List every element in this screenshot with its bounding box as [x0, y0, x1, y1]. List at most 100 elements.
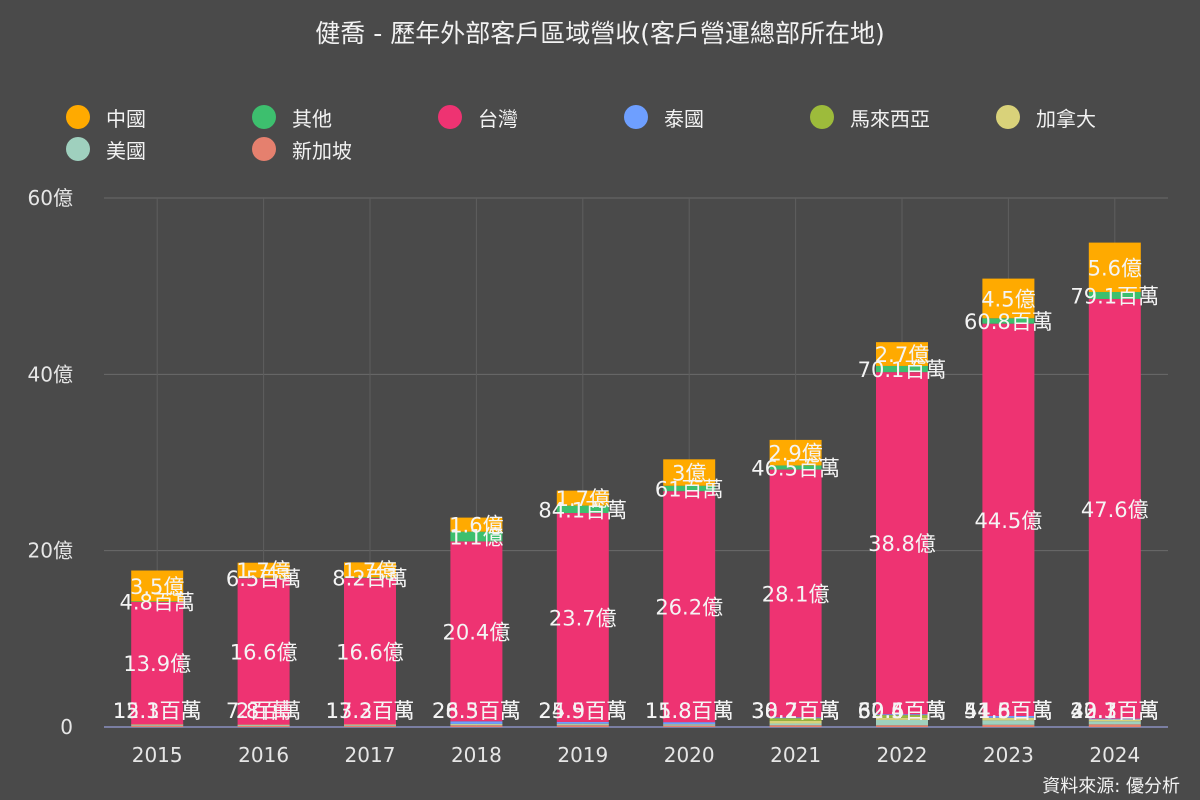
bar-segment: [1088, 724, 1141, 727]
bar-segment: [450, 724, 503, 726]
data-label: 15.1百萬: [113, 699, 202, 723]
x-tick-label: 2022: [877, 743, 928, 767]
bar-segment: [663, 485, 716, 492]
data-label: 40.3百萬: [1070, 699, 1159, 723]
data-label: 44.5億: [975, 509, 1043, 533]
x-tick-label: 2021: [770, 743, 821, 767]
legend-label: 美國: [106, 138, 146, 163]
x-tick-label: 2016: [238, 743, 289, 767]
bar-segment: [556, 725, 609, 727]
bar-segment: [344, 724, 396, 726]
legend-label: 其他: [292, 106, 332, 131]
data-label: 30.6百萬: [858, 699, 947, 723]
bar-segment: [131, 601, 184, 725]
data-label: 24.9百萬: [538, 699, 627, 723]
bar-segment: [876, 717, 928, 720]
data-label: 28.1億: [762, 582, 830, 606]
bar-segment: [982, 715, 1035, 718]
legend-item-thailand[interactable]: 泰國: [624, 104, 810, 131]
data-label: 6.5百萬: [226, 567, 301, 591]
data-label: 7.8百萬: [226, 699, 301, 723]
legend-label: 台灣: [478, 106, 518, 131]
bar-segment: [982, 720, 1035, 725]
legend-marker: [252, 105, 276, 129]
bar-segment: [982, 278, 1035, 319]
legend-item-canada[interactable]: 加拿大: [996, 104, 1182, 131]
legend-marker: [66, 137, 90, 161]
bar-segment: [876, 714, 928, 716]
data-label: 3.5億: [130, 575, 184, 599]
legend-item-singapore[interactable]: 新加坡: [252, 136, 438, 163]
x-tick-label: 2018: [451, 743, 502, 767]
data-label: 42.3百萬: [1070, 699, 1159, 723]
x-tick-label: 2023: [983, 743, 1034, 767]
data-label: 28.3百萬: [432, 699, 521, 723]
legend-marker: [624, 105, 648, 129]
bar-segment: [237, 724, 290, 726]
data-label: 17.3百萬: [326, 699, 415, 723]
data-label: 62.4百萬: [858, 699, 947, 723]
bar-segment: [876, 365, 928, 373]
legend-label: 泰國: [664, 106, 704, 131]
y-tick-label: 40億: [28, 362, 73, 386]
bar-segment: [663, 722, 716, 725]
bar-segment: [1088, 718, 1141, 720]
bar-segment: [1088, 721, 1141, 725]
legend-item-taiwan[interactable]: 台灣: [438, 104, 624, 131]
bar-segment: [450, 725, 503, 727]
data-label: 84.1百萬: [538, 498, 627, 522]
data-label: 46.5百萬: [751, 457, 840, 481]
data-label: 20.4億: [443, 620, 511, 644]
bar-segment: [556, 513, 609, 722]
data-label: 23.7億: [549, 606, 617, 630]
bar-segment: [344, 725, 396, 727]
bar-segment: [450, 723, 503, 725]
bar-segment: [237, 578, 290, 725]
bar-segment: [769, 718, 822, 721]
bar-segment: [556, 721, 609, 724]
data-label: 38.8億: [868, 532, 936, 556]
legend-item-other[interactable]: 其他: [252, 104, 438, 131]
bar-segment: [131, 570, 184, 602]
bar-segment: [344, 577, 396, 579]
data-label: 12.3百萬: [113, 699, 202, 723]
bar-segment: [769, 717, 822, 719]
data-label: 60.5百萬: [858, 699, 947, 723]
bar-segment: [769, 439, 822, 466]
bar-segment: [663, 724, 716, 726]
bar-segment: [450, 531, 503, 542]
bar-segment: [769, 469, 822, 718]
data-label: 30.2百萬: [751, 699, 840, 723]
bar-segment: [450, 541, 503, 722]
data-label: 60.8百萬: [964, 310, 1053, 334]
legend-item-china[interactable]: 中國: [66, 104, 252, 131]
bar-segment: [982, 318, 1035, 324]
bar-segment: [876, 372, 928, 715]
data-label: 8.2百萬: [332, 567, 407, 591]
data-label: 5.6億: [1088, 256, 1142, 280]
data-label: 47.6億: [1081, 498, 1149, 522]
data-label: 16.6億: [230, 640, 298, 664]
y-tick-label: 60億: [28, 186, 73, 210]
data-label: 54.6百萬: [964, 699, 1053, 723]
bar-segment: [344, 724, 396, 726]
data-label: 22.1百萬: [1070, 699, 1159, 723]
legend-label: 馬來西亞: [850, 106, 930, 131]
legend-marker: [252, 137, 276, 161]
data-label: 25.5百萬: [538, 699, 627, 723]
bar-segment: [982, 724, 1035, 727]
bar-segment: [131, 601, 184, 602]
data-label: 1.7億: [236, 559, 290, 583]
data-label: 70.1百萬: [858, 358, 947, 382]
bar-segment: [982, 717, 1035, 721]
bar-segment: [1088, 291, 1141, 299]
bar-segment: [663, 724, 716, 725]
bar-segment: [876, 715, 928, 718]
legend-item-malaysia[interactable]: 馬來西亞: [810, 104, 996, 131]
x-tick-label: 2015: [132, 743, 183, 767]
legend-marker: [996, 105, 1020, 129]
legend-item-usa[interactable]: 美國: [66, 136, 252, 163]
data-label: 1.6億: [449, 514, 503, 538]
data-label: 13.2百萬: [326, 699, 415, 723]
